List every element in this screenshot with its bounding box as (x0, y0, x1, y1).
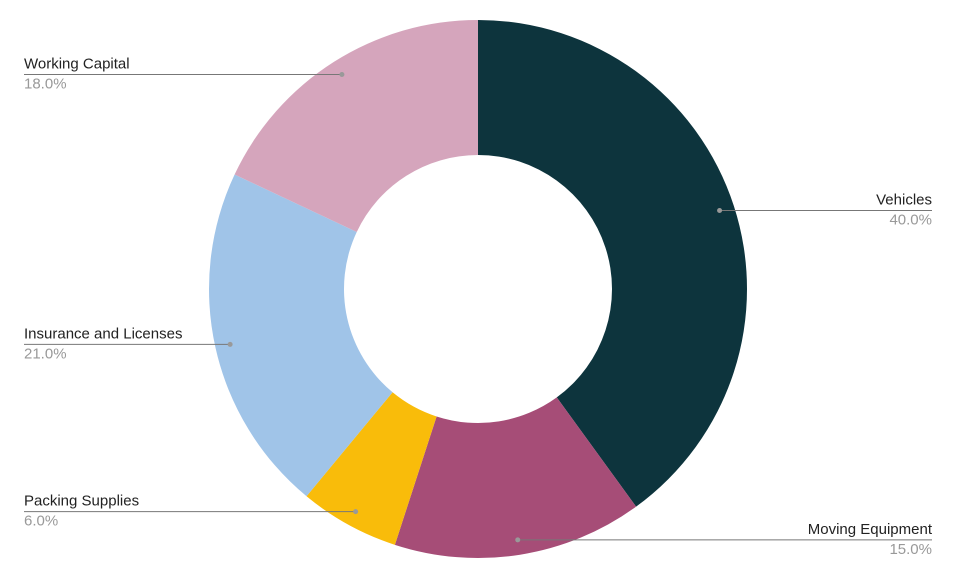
slice-label: Working Capital (24, 56, 130, 73)
value-label: 6.0% (24, 513, 58, 530)
slice (209, 174, 393, 497)
slice-label: Insurance and Licenses (24, 325, 182, 342)
slice (234, 20, 478, 232)
value-label: 40.0% (889, 211, 932, 228)
slice (394, 397, 637, 559)
slice-label: Moving Equipment (808, 521, 933, 538)
leader-dot (339, 72, 345, 78)
slice (306, 392, 437, 545)
slice-label: Packing Supplies (24, 493, 139, 510)
value-label: 21.0% (24, 345, 67, 362)
value-label: 18.0% (24, 76, 67, 93)
leader-dot (717, 208, 723, 214)
value-label: 15.0% (889, 541, 932, 558)
leader-dot (353, 509, 359, 515)
slice-label: Vehicles (876, 191, 932, 208)
leader-dot (227, 341, 233, 347)
leader-dot (515, 537, 521, 543)
slice (478, 20, 748, 507)
